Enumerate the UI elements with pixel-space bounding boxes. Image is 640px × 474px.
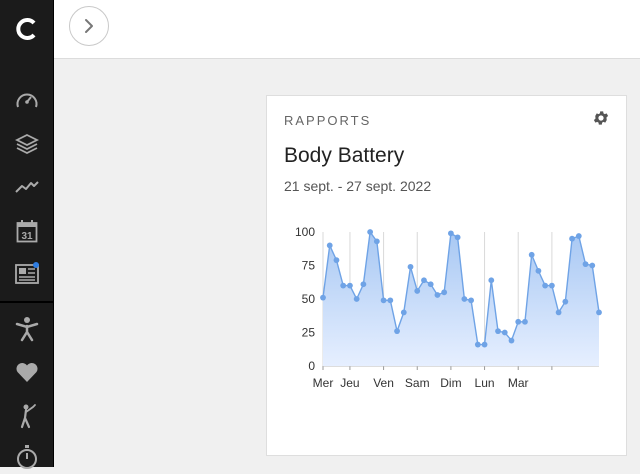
gear-icon[interactable] — [592, 109, 610, 127]
data-point — [555, 309, 562, 316]
y-tick-label: 0 — [308, 359, 315, 373]
data-point — [448, 230, 454, 237]
data-point — [575, 233, 582, 239]
data-point — [387, 297, 394, 304]
data-point — [367, 229, 374, 235]
y-tick-label: 75 — [302, 259, 316, 273]
data-point — [454, 234, 461, 241]
day-label: Mer — [313, 376, 334, 390]
data-point — [474, 341, 481, 348]
day-label: Mar — [508, 376, 529, 390]
data-point — [360, 281, 367, 288]
body-battery-area — [323, 232, 599, 366]
section-label: RAPPORTS — [284, 113, 372, 128]
data-point — [522, 318, 528, 325]
expand-sidebar-button[interactable] — [69, 6, 109, 46]
gauge-icon — [16, 93, 37, 108]
y-tick-label: 50 — [302, 292, 316, 306]
data-point — [596, 309, 602, 316]
body-battery-chart: 100 75 50 25 0 Mer Jeu Ven Sam Dim Lun Mar — [295, 225, 602, 390]
fitness-person-icon — [15, 317, 38, 342]
nav-layers[interactable] — [0, 127, 53, 161]
report-title: Body Battery — [284, 144, 405, 167]
data-point — [548, 282, 555, 289]
data-point — [421, 277, 427, 284]
day-label: Dim — [440, 376, 461, 390]
data-point — [495, 328, 501, 335]
chevron-right-icon — [85, 19, 93, 33]
unread-dot — [33, 262, 39, 268]
data-point — [326, 242, 333, 249]
data-point — [353, 296, 360, 302]
nav-gauge[interactable] — [0, 83, 53, 117]
data-point — [434, 292, 441, 298]
data-point — [333, 257, 340, 264]
data-point — [501, 329, 508, 336]
day-label: Lun — [475, 376, 495, 390]
nav-news[interactable] — [0, 257, 53, 291]
sidebar: 31 — [0, 0, 54, 469]
data-point — [569, 235, 575, 242]
data-point — [400, 309, 407, 316]
data-point — [488, 277, 495, 284]
calendar-day-label: 31 — [21, 231, 33, 242]
nav-health[interactable] — [0, 355, 53, 389]
activity-icon — [14, 181, 39, 193]
data-point — [380, 297, 387, 304]
day-label: Jeu — [340, 376, 359, 390]
stopwatch-icon — [16, 445, 37, 469]
data-point — [582, 261, 589, 268]
body-battery-report-card: RAPPORTS Body Battery 21 sept. - 27 sept… — [266, 95, 627, 456]
nav-golf[interactable] — [0, 399, 53, 433]
data-point — [542, 282, 549, 289]
data-point — [515, 318, 522, 325]
data-point — [407, 263, 414, 270]
data-point — [340, 282, 347, 289]
y-tick-label: 25 — [302, 326, 316, 340]
nav-fitness[interactable] — [0, 312, 53, 346]
data-point — [347, 282, 353, 289]
data-point — [562, 298, 569, 305]
data-point — [508, 337, 515, 344]
data-point — [414, 288, 421, 294]
data-point — [441, 289, 448, 296]
nav-calendar[interactable]: 31 — [0, 214, 53, 248]
body-battery-line — [322, 230, 600, 346]
data-point — [481, 341, 488, 348]
nav-timer[interactable] — [0, 440, 53, 474]
layers-icon — [14, 133, 39, 155]
data-point — [528, 251, 535, 258]
news-icon — [14, 264, 39, 284]
calendar-icon: 31 — [16, 220, 37, 243]
logo[interactable] — [0, 0, 53, 57]
golf-icon — [20, 404, 36, 429]
data-point — [461, 296, 468, 302]
data-point — [468, 297, 474, 304]
data-point — [427, 281, 434, 288]
day-label: Ven — [373, 376, 394, 390]
sidebar-divider — [0, 301, 53, 303]
data-point — [320, 294, 326, 301]
logo-icon — [15, 17, 35, 40]
y-tick-label: 100 — [295, 225, 315, 239]
data-point — [589, 262, 596, 269]
date-range: 21 sept. - 27 sept. 2022 — [284, 178, 432, 194]
top-bar — [54, 0, 640, 59]
heart-icon — [15, 362, 38, 382]
nav-activity[interactable] — [0, 170, 53, 204]
data-point — [394, 328, 400, 335]
day-label: Sam — [405, 376, 430, 390]
data-point — [373, 238, 380, 245]
data-point — [535, 267, 542, 274]
